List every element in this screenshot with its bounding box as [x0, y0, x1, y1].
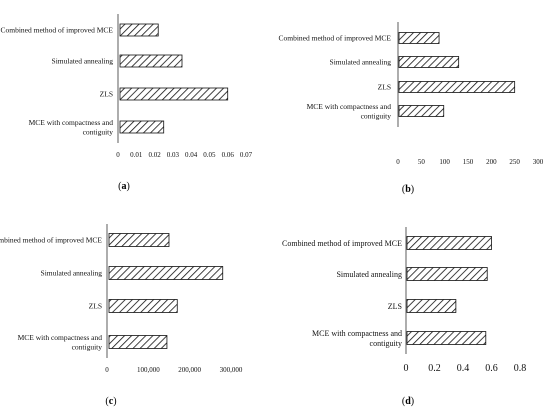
- x-tick-label: 0.4: [457, 363, 470, 374]
- x-tick-label: 0.2: [428, 363, 441, 374]
- chart-panel-2: Combined method of improved MCE Simulated…: [279, 22, 544, 195]
- bar: [398, 32, 440, 44]
- x-tick-label: 150: [463, 158, 474, 166]
- category-label: Simulated annealing: [330, 58, 392, 67]
- category-label: Combined method of improved MCE: [0, 236, 102, 245]
- bar: [108, 266, 224, 280]
- panel-label: (b): [402, 184, 414, 195]
- panel-label: (c): [105, 396, 116, 407]
- x-tick-label: 250: [509, 158, 520, 166]
- category-label: ZLS: [378, 83, 391, 92]
- category-label: Combined method of improved MCE: [279, 34, 392, 43]
- bar: [398, 81, 516, 93]
- chart-panel-1: Combined method of improved MCE Simulated…: [1, 14, 253, 192]
- bar: [108, 233, 170, 247]
- category-label: MCE with compactness and contiguity: [18, 333, 103, 352]
- x-tick-label: 0.8: [514, 363, 527, 374]
- x-tick-label: 0.06: [222, 151, 235, 159]
- category-label: Combined method of improved MCE: [282, 239, 402, 248]
- x-tick-label: 0.05: [203, 151, 216, 159]
- bar: [398, 56, 460, 68]
- x-tick-label: 0: [116, 151, 120, 159]
- category-label: ZLS: [388, 302, 402, 311]
- bar: [406, 267, 488, 281]
- x-tick-label: 100: [439, 158, 450, 166]
- chart-panel-3: Combined method of improved MCE Simulated…: [0, 224, 243, 407]
- x-tick-label: 50: [418, 158, 426, 166]
- x-tick-label: 300: [533, 158, 544, 166]
- category-label: ZLS: [89, 302, 102, 311]
- x-tick-label: 200: [486, 158, 497, 166]
- category-label: Combined method of improved MCE: [1, 26, 114, 35]
- x-tick-label: 0.07: [240, 151, 253, 159]
- category-label: Simulated annealing: [52, 57, 114, 66]
- x-tick-label: 300,000: [220, 366, 243, 374]
- bar: [119, 54, 183, 68]
- x-tick-label: 0.6: [485, 363, 498, 374]
- x-tick-label: 0.02: [148, 151, 161, 159]
- bar: [398, 105, 445, 117]
- bar: [119, 23, 159, 37]
- bar: [119, 120, 165, 134]
- x-tick-label: 0: [396, 158, 400, 166]
- panel-label: (a): [118, 181, 130, 192]
- bar: [406, 331, 487, 345]
- bar: [406, 236, 492, 250]
- bar: [108, 335, 168, 349]
- bar: [119, 87, 229, 101]
- x-tick-label: 0.03: [167, 151, 180, 159]
- x-tick-label: 0.01: [130, 151, 143, 159]
- category-label: Simulated annealing: [41, 269, 103, 278]
- panel-label: (d): [402, 396, 414, 407]
- category-label: MCE with compactness and contiguity: [29, 118, 114, 137]
- chart-panel-4: Combined method of improved MCE Simulated…: [282, 227, 526, 407]
- x-tick-label: 100,000: [137, 366, 160, 374]
- category-label: MCE with compactness and contiguity: [307, 102, 392, 121]
- x-tick-label: 0: [105, 366, 109, 374]
- x-tick-label: 0.04: [185, 151, 198, 159]
- x-tick-label: 200,000: [178, 366, 201, 374]
- category-label: Simulated annealing: [336, 270, 402, 279]
- x-tick-label: 0: [404, 363, 409, 374]
- category-label: MCE with compactness and contiguity: [312, 329, 402, 348]
- bar: [108, 299, 178, 313]
- bar: [406, 299, 457, 313]
- category-label: ZLS: [100, 90, 113, 99]
